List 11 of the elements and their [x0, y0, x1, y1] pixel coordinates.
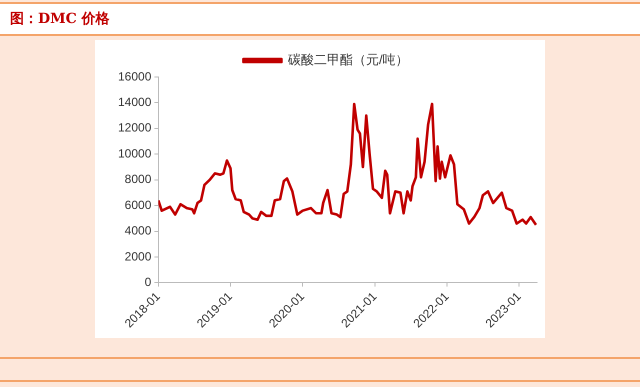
y-tick-label: 6000 — [124, 198, 152, 212]
y-tick-label: 8000 — [124, 172, 152, 186]
legend-label: 碳酸二甲酯（元/吨） — [286, 52, 409, 68]
y-tick-label: 16000 — [118, 69, 152, 84]
y-tick-label: 0 — [144, 274, 152, 289]
y-tick-label: 4000 — [124, 224, 152, 238]
y-tick-label: 10000 — [118, 146, 152, 160]
y-tick-label: 14000 — [118, 95, 152, 110]
chart-title: 图：DMC 价格 — [10, 10, 110, 28]
y-tick-label: 2000 — [124, 249, 152, 264]
y-tick-label: 12000 — [118, 120, 152, 135]
